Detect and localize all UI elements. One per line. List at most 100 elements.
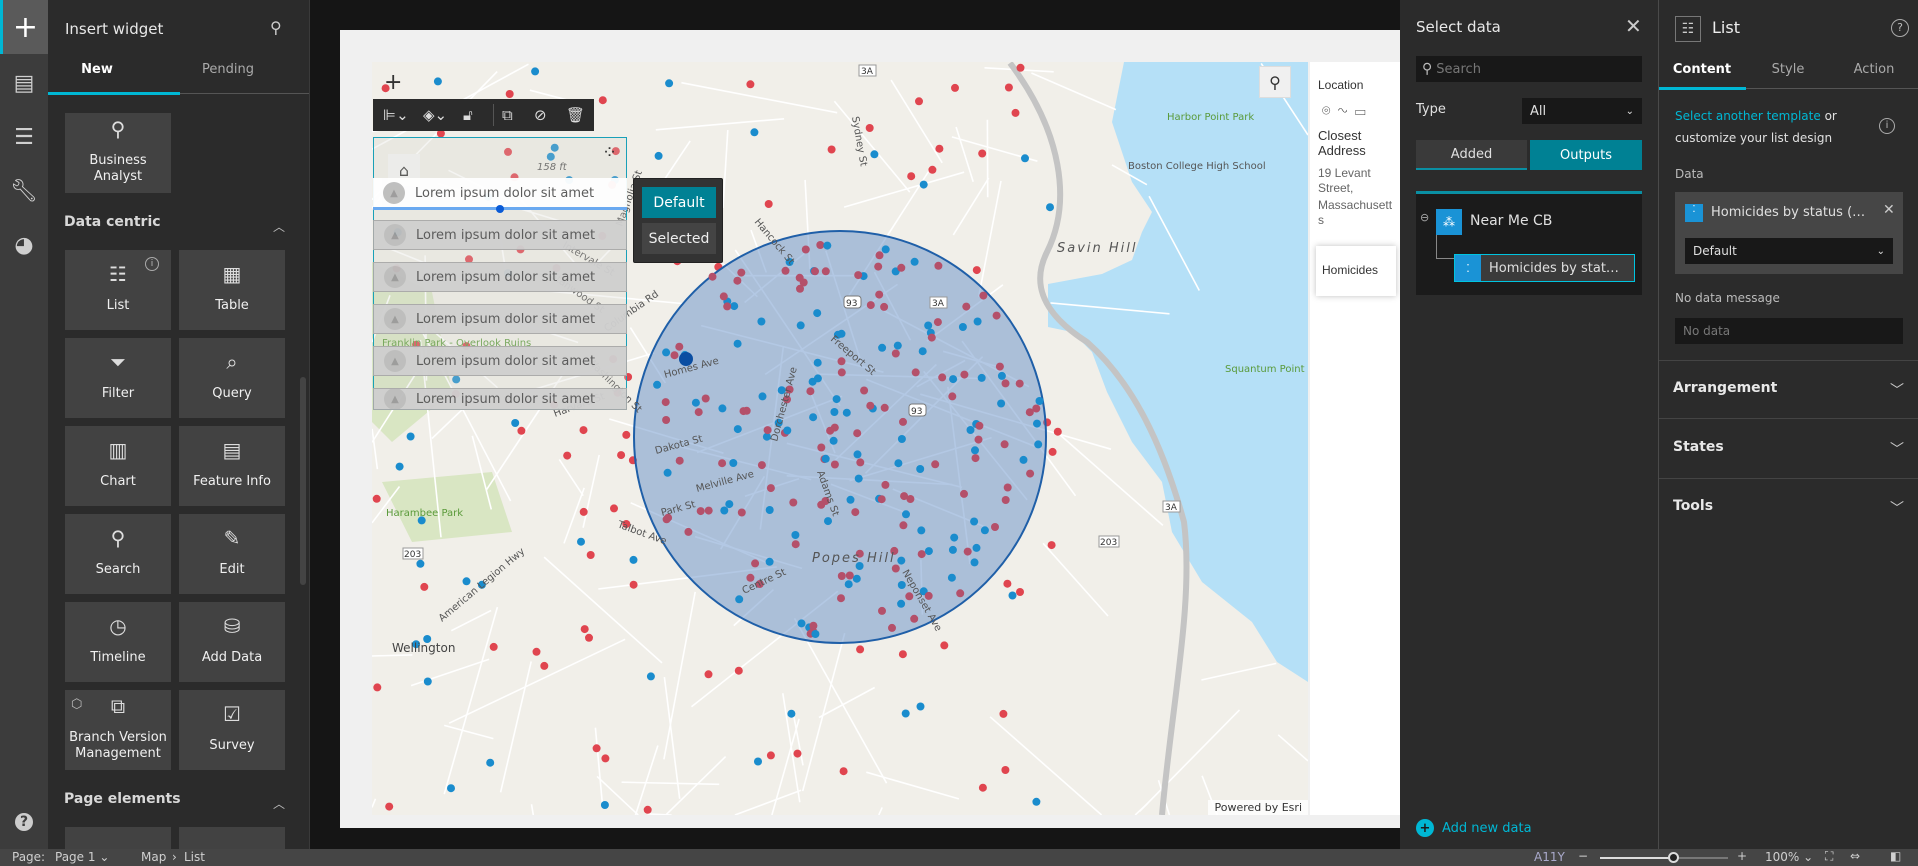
incident-point-blue [511,419,520,427]
zoom-slider[interactable] [1600,857,1728,859]
page-icon[interactable]: ▤ [13,70,35,96]
data-view-select[interactable]: Default ⌄ [1685,238,1893,264]
section-tools[interactable]: Tools [1673,498,1714,514]
data-icon[interactable]: ☰ [14,124,34,150]
state-selected-button[interactable]: Selected [642,223,716,254]
zoom-in-button[interactable]: + [384,70,403,95]
align-icon[interactable]: ⊫⌄ [383,106,409,124]
no-data-input[interactable]: No data [1675,318,1903,344]
incident-point-blue [813,309,822,318]
chevron-down-icon[interactable]: ﹀ [1890,383,1904,399]
list-item[interactable]: ▲ Lorem ipsum dolor sit amet [373,304,627,334]
map-search-button[interactable]: ⚲ [1259,66,1291,98]
zoom-level[interactable]: 100% ⌄ [1765,850,1814,864]
zoom-slider-thumb[interactable] [1668,852,1680,863]
widget-tile-table[interactable]: ▦ Table [179,250,285,330]
incident-point-blue [462,577,471,586]
help-icon[interactable]: ? [1891,19,1909,37]
collapse-icon[interactable]: ⊖ [1420,211,1430,224]
widget-tile-survey[interactable]: ☑ Survey [179,690,285,770]
breadcrumb-map[interactable]: Map [141,850,167,864]
a11y-button[interactable]: A11Y [1534,850,1565,864]
chevron-down-icon[interactable]: ﹀ [1890,442,1904,458]
widget-tile-branch-version-management[interactable]: ⧉ Branch Version Management [65,690,171,770]
layer-icon[interactable]: ◈⌄ [423,106,448,124]
feature-info-icon: ▤ [222,438,242,462]
theme-icon[interactable]: ◕ [14,232,34,258]
search-input[interactable]: ⚲ Search [1416,56,1642,82]
location-tools-icons[interactable]: ⌾∿▭ [1322,102,1374,118]
incident-point-blue [653,380,662,389]
toggle-panel-icon[interactable]: ◧ [1890,849,1902,863]
tab-action[interactable]: Action [1853,62,1895,77]
close-icon[interactable]: ✕ [1625,14,1642,38]
widget-tile-page-element[interactable] [65,827,171,849]
state-default-button[interactable]: Default [642,187,716,218]
chevron-up-icon[interactable]: ︿ [272,797,285,811]
list-item[interactable]: ▲ Lorem ipsum dolor sit amet [373,178,627,208]
list-item[interactable]: ▲ Lorem ipsum dolor sit amet [373,220,627,250]
section-arrangement[interactable]: Arrangement [1673,380,1778,396]
list-item[interactable]: ▲ Lorem ipsum dolor sit amet [373,388,627,410]
tree-parent-label[interactable]: Near Me CB [1470,213,1553,229]
scrollbar-thumb[interactable] [300,377,306,585]
widget-tile-query[interactable]: ⌕ Query [179,338,285,418]
list-item[interactable]: ▲ Lorem ipsum dolor sit amet [373,262,627,292]
zoom-in-button[interactable]: + [1737,849,1748,863]
breadcrumb-list[interactable]: List [184,850,205,864]
incident-point-red [465,255,473,264]
widget-tile-page-element[interactable] [179,827,285,849]
map-canvas[interactable]: Savin Hill Popes Hill Boston College Hig… [372,62,1308,815]
delete-icon[interactable]: 🗑︎ [566,106,586,124]
fit-screen-icon[interactable]: ⛶ [1825,849,1834,863]
unlock-icon[interactable]: 🔓︎ [463,106,473,124]
widget-tile-business-analyst[interactable]: ⚲ Business Analyst [65,113,171,193]
type-select[interactable]: All ⌄ [1522,98,1642,124]
widget-tile-edit[interactable]: ✎ Edit [179,514,285,594]
tab-content[interactable]: Content [1672,62,1732,77]
row-resize-handle[interactable] [496,205,504,213]
hide-icon[interactable]: ⊘ [534,106,547,124]
tab-new[interactable]: New [81,62,113,77]
incident-point-blue [423,677,432,686]
incident-point-red [979,291,988,300]
chevron-up-icon[interactable]: ︿ [272,220,285,234]
tab-added[interactable]: Added [1416,140,1527,170]
tree-child-item[interactable]: ⁚ Homicides by stat… [1454,254,1635,282]
incident-point-blue [577,537,585,546]
remove-data-icon[interactable]: ✕ [1883,202,1895,218]
add-widget-icon[interactable]: + [0,0,48,54]
info-icon[interactable]: i [1879,118,1895,134]
duplicate-icon[interactable]: ⧉ [502,106,513,124]
widget-tile-filter[interactable]: ⏷ Filter [65,338,171,418]
settings-title: List [1712,18,1740,37]
help-icon[interactable]: ? [0,795,48,849]
tab-outputs[interactable]: Outputs [1530,140,1642,170]
incident-point-blue [811,630,820,638]
result-card[interactable]: Homicides [1316,246,1396,296]
section-states[interactable]: States [1673,439,1724,455]
tab-pending[interactable]: Pending [202,62,254,77]
page-select[interactable]: Page 1 ⌄ [55,850,110,864]
widget-tile-search[interactable]: ⚲ Search [65,514,171,594]
tools-icon[interactable]: 🔧︎ [10,178,38,204]
widget-tile-feature-info[interactable]: ▤ Feature Info [179,426,285,506]
incident-point-red [611,147,620,156]
add-new-data-button[interactable]: + Add new data [1416,819,1532,837]
widget-tile-timeline[interactable]: ◷ Timeline [65,602,171,682]
widget-tile-chart[interactable]: ▥ Chart [65,426,171,506]
zoom-out-button[interactable]: − [1578,849,1589,863]
chevron-down-icon[interactable]: ﹀ [1890,501,1904,517]
info-icon[interactable]: i [145,257,159,271]
list-item[interactable]: ▲ Lorem ipsum dolor sit amet [373,346,627,376]
map-widget[interactable]: Savin Hill Popes Hill Boston College Hig… [372,62,1308,815]
fit-width-icon[interactable]: ⇔ [1850,849,1861,863]
incident-point-red [1032,404,1041,413]
route-shield: 203 [402,547,424,560]
tab-style[interactable]: Style [1771,62,1805,77]
widget-tile-add-data[interactable]: ⛁ Add Data [179,602,285,682]
esri-attribution: Powered by Esri [1208,800,1308,815]
select-template-link[interactable]: Select another template [1675,109,1821,123]
search-icon[interactable]: ⚲ [270,18,282,37]
drag-handle-icon[interactable]: ⁘ [602,142,618,163]
